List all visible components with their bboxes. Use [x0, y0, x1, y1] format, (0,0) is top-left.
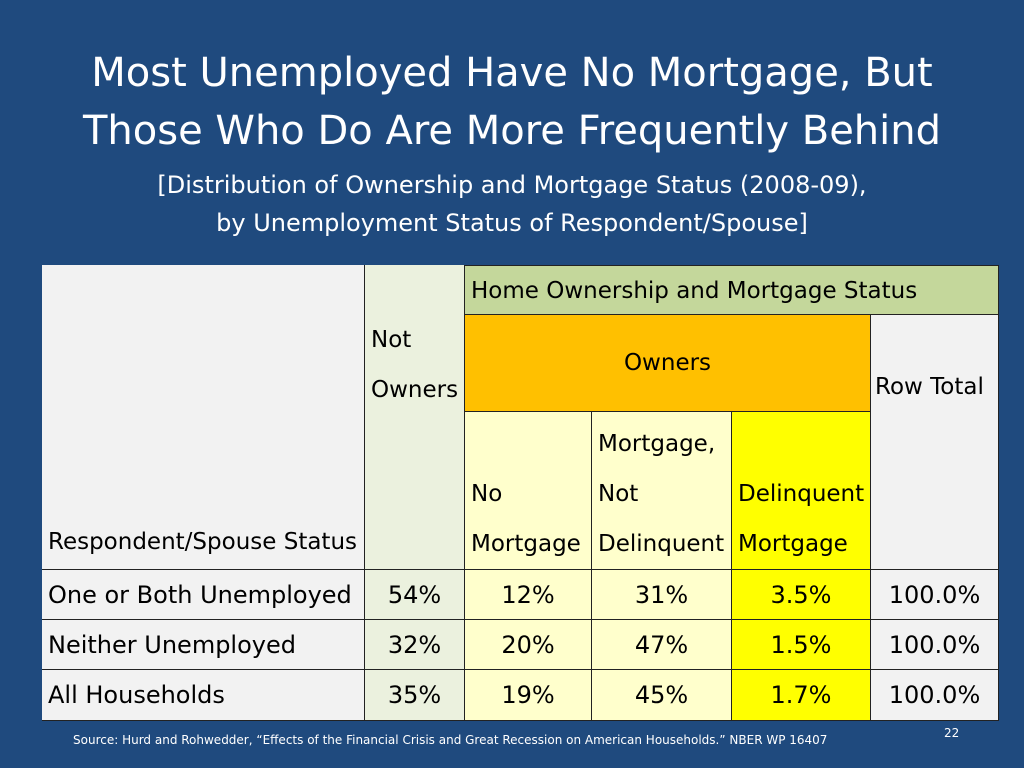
- page-number: 22: [944, 726, 960, 740]
- row-label: All Households: [42, 670, 365, 721]
- dm-line-1: Delinquent: [738, 481, 865, 507]
- owners-header: Owners: [465, 315, 871, 412]
- mnd-line-1: Mortgage,: [598, 431, 716, 457]
- row-total-value: 100.0%: [871, 670, 999, 721]
- delinquent-value: 3.5%: [732, 570, 871, 620]
- row-label: One or Both Unemployed: [42, 570, 365, 620]
- row-total-value: 100.0%: [871, 620, 999, 670]
- slide-title: Most Unemployed Have No Mortgage, But Th…: [0, 44, 1024, 160]
- not-owners-value: 35%: [365, 670, 465, 721]
- delinquent-value: 1.7%: [732, 670, 871, 721]
- dm-line-2: Mortgage: [738, 531, 848, 557]
- not-owners-top: [365, 265, 465, 315]
- not-owners-value: 32%: [365, 620, 465, 670]
- not-owners-header: Not Owners: [365, 315, 465, 570]
- group-header-label: Home Ownership and Mortgage Status: [471, 278, 918, 304]
- row-header-label: Respondent/Spouse Status: [48, 529, 358, 555]
- not-owners-line-2: Owners: [371, 377, 459, 403]
- group-header: Home Ownership and Mortgage Status: [465, 265, 999, 315]
- subtitle-line-2: by Unemployment Status of Respondent/Spo…: [216, 209, 808, 237]
- row-label: Neither Unemployed: [42, 620, 365, 670]
- title-line-2: Those Who Do Are More Frequently Behind: [82, 108, 942, 154]
- delinquent-mortgage-header: Delinquent Mortgage: [732, 412, 871, 570]
- source-citation: Source: Hurd and Rohwedder, “Effects of …: [73, 733, 828, 747]
- row-header-cell: Respondent/Spouse Status: [42, 265, 365, 570]
- title-line-1: Most Unemployed Have No Mortgage, But: [91, 50, 933, 96]
- no-mortgage-line-1: No: [471, 481, 503, 507]
- no-mortgage-value: 12%: [465, 570, 592, 620]
- not-delinquent-value: 45%: [592, 670, 732, 721]
- slide-subtitle: [Distribution of Ownership and Mortgage …: [0, 166, 1024, 242]
- ownership-table: Respondent/Spouse Status Not Owners Home…: [42, 265, 999, 721]
- not-delinquent-value: 31%: [592, 570, 732, 620]
- row-total-value: 100.0%: [871, 570, 999, 620]
- no-mortgage-value: 20%: [465, 620, 592, 670]
- mnd-line-3: Delinquent: [598, 531, 725, 557]
- not-delinquent-value: 47%: [592, 620, 732, 670]
- row-total-label: Row Total: [875, 374, 984, 400]
- subtitle-line-1: [Distribution of Ownership and Mortgage …: [157, 171, 867, 199]
- no-mortgage-line-2: Mortgage: [471, 531, 581, 557]
- owners-label: Owners: [623, 350, 712, 376]
- not-owners-value: 54%: [365, 570, 465, 620]
- row-total-header: Row Total: [871, 315, 999, 570]
- mortgage-not-delinquent-header: Mortgage, Not Delinquent: [592, 412, 732, 570]
- no-mortgage-value: 19%: [465, 670, 592, 721]
- mnd-line-2: Not: [598, 481, 639, 507]
- not-owners-line-1: Not: [371, 327, 412, 353]
- delinquent-value: 1.5%: [732, 620, 871, 670]
- no-mortgage-header: No Mortgage: [465, 412, 592, 570]
